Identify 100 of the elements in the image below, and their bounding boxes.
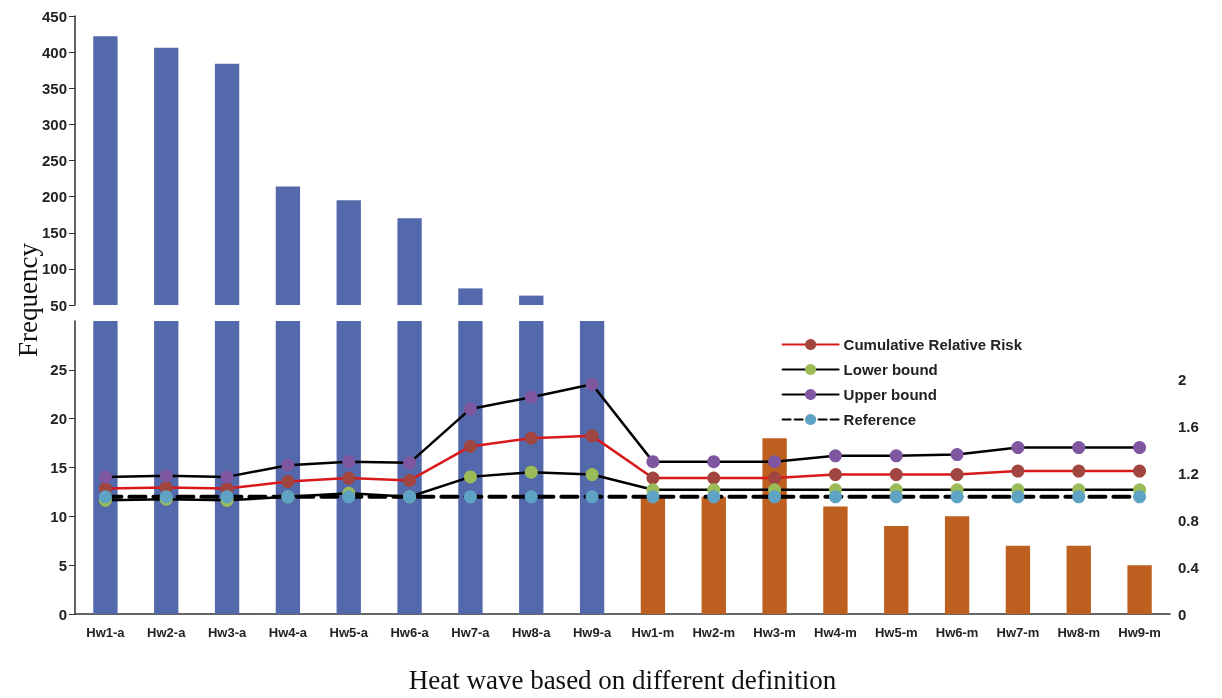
point (646, 455, 660, 469)
bar (640, 496, 666, 614)
y-tick-label: 15 (50, 459, 67, 476)
bar (579, 321, 605, 614)
y-tick-label: 50 (50, 296, 67, 314)
x-tick-label: Hw9-a (572, 625, 612, 640)
bar (823, 506, 848, 614)
point (463, 439, 477, 453)
y2-tick-label: 0.4 (1178, 558, 1200, 576)
point (98, 470, 112, 484)
point (707, 490, 721, 504)
point (342, 490, 356, 504)
point (1011, 464, 1025, 478)
point (768, 471, 782, 485)
point (585, 490, 599, 504)
x-tick-label: Hw1-a (86, 625, 126, 640)
bar (519, 321, 544, 614)
point (1072, 441, 1086, 455)
point (828, 468, 842, 482)
bar (1005, 545, 1031, 614)
y-tick-label: 300 (41, 115, 67, 133)
point (950, 468, 964, 482)
bar (275, 321, 301, 614)
y-tick-label: 0 (58, 605, 67, 623)
y2-tick-label: 0 (1178, 605, 1187, 623)
point (828, 449, 842, 463)
point (1072, 490, 1086, 504)
point (768, 490, 782, 504)
point (889, 449, 903, 463)
x-tick-label: Hw6-m (935, 625, 979, 640)
bar (336, 321, 361, 614)
point (707, 455, 721, 469)
x-tick-label: Hw2-m (692, 625, 736, 640)
y-tick-label: 100 (41, 260, 67, 278)
x-tick-label: Hw4-a (268, 625, 308, 640)
point (585, 468, 599, 482)
legend-label: Cumulative Relative Risk (843, 336, 1023, 353)
x-tick-label: Hw5-a (329, 625, 369, 640)
point (281, 458, 295, 472)
y-axis-title: Frequency (13, 242, 43, 357)
bar (701, 496, 726, 614)
bar (214, 321, 240, 614)
point (220, 470, 234, 484)
y-tick-label: 10 (50, 507, 67, 525)
y-tick-label: 450 (41, 7, 67, 25)
bar (884, 526, 909, 614)
x-tick-label: Hw2-a (147, 625, 187, 640)
point (585, 377, 599, 391)
legend-label: Reference (843, 411, 917, 428)
legend-label: Lower bound (843, 361, 938, 378)
point (281, 475, 295, 489)
x-tick-label: Hw5-m (874, 625, 918, 640)
bar (944, 516, 970, 614)
point (1011, 490, 1025, 504)
point (463, 402, 477, 416)
bar (93, 321, 118, 614)
point (403, 456, 417, 470)
x-tick-label: Hw8-m (1057, 625, 1101, 640)
point (768, 455, 782, 469)
bar (397, 321, 422, 614)
point (342, 471, 356, 485)
point (646, 471, 660, 485)
x-axis-title: Heat wave based on different definition (408, 664, 837, 695)
point (524, 490, 538, 504)
y-tick-label: 150 (41, 224, 67, 242)
y-tick-label: 400 (41, 43, 67, 61)
point (889, 468, 903, 482)
y-tick-label: 20 (50, 410, 67, 428)
point (646, 490, 660, 504)
bar (458, 321, 483, 614)
point (524, 465, 538, 479)
bar (1127, 565, 1152, 614)
point (828, 490, 842, 504)
point (950, 448, 964, 462)
x-tick-label: Hw4-m (814, 625, 857, 640)
y-tick-label: 350 (41, 79, 67, 97)
x-tick-label: Hw6-a (390, 625, 430, 640)
point (950, 490, 964, 504)
bar (1066, 545, 1091, 614)
point (707, 471, 721, 485)
x-tick-label: Hw3-a (207, 625, 247, 640)
x-tick-label: Hw1-m (631, 625, 675, 640)
y2-tick-label: 1.2 (1178, 464, 1199, 482)
point (463, 470, 477, 484)
x-tick-label: Hw7-a (451, 625, 491, 640)
point (463, 490, 477, 504)
y-tick-label: 25 (50, 361, 67, 379)
x-tick-label: Hw9-m (1118, 625, 1161, 640)
x-tick-label: Hw7-m (996, 625, 1040, 640)
x-tick-label: Hw8-a (512, 625, 552, 640)
y2-tick-label: 0.8 (1178, 511, 1199, 529)
point (585, 429, 599, 443)
point (1011, 441, 1025, 455)
point (1133, 490, 1147, 504)
y-tick-label: 200 (41, 188, 67, 206)
point (159, 469, 173, 483)
point (889, 490, 903, 504)
point (342, 455, 356, 469)
y-tick-label: 5 (58, 556, 67, 574)
y-tick-label: 250 (41, 152, 67, 169)
